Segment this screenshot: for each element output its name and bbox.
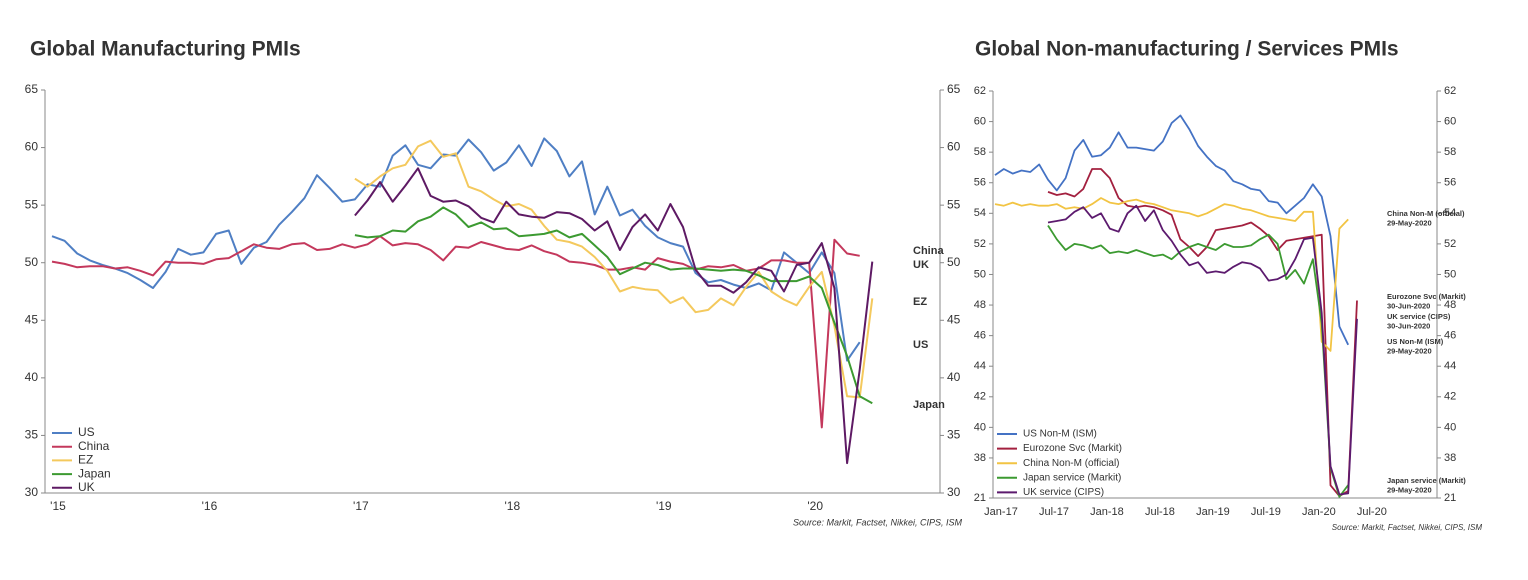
series-line — [354, 167, 874, 465]
series-line — [354, 206, 873, 405]
legend-label: Eurozone Svc (Markit) — [1023, 443, 1122, 454]
x-tick-label: Jul-17 — [1039, 506, 1069, 518]
series-line — [994, 114, 1350, 346]
y-tick-label: 58 — [974, 146, 986, 158]
end-date: 30-Jun-2020 — [1387, 302, 1430, 311]
y2-tick-label: 55 — [947, 197, 961, 211]
y2-tick-label: 48 — [1444, 299, 1456, 311]
y-tick-label: 55 — [25, 197, 39, 211]
y-tick-label: 56 — [974, 177, 986, 189]
end-date: 30-Jun-2020 — [1387, 322, 1430, 331]
y2-tick-label: 40 — [1444, 421, 1456, 433]
legend-label: China Non-M (official) — [1023, 458, 1120, 469]
x-tick-label: '15 — [50, 499, 66, 513]
legend-label: US — [78, 425, 95, 439]
y2-tick-label: 60 — [1444, 115, 1456, 127]
y2-tick-label: 45 — [947, 312, 961, 326]
legend-label: UK — [78, 480, 95, 494]
source-note: Source: Markit, Factset, Nikkei, CIPS, I… — [1332, 523, 1483, 532]
x-tick-label: Jan-20 — [1302, 506, 1336, 518]
y2-tick-label: 44 — [1444, 360, 1456, 372]
end-label: Japan — [913, 399, 945, 411]
y-tick-label: 30 — [25, 485, 39, 499]
x-tick-label: Jan-17 — [984, 506, 1018, 518]
legend-label: Japan — [78, 466, 111, 480]
y-tick-label: 50 — [974, 268, 986, 280]
x-tick-label: Jan-18 — [1090, 506, 1124, 518]
end-label: Japan service (Markit) — [1387, 476, 1466, 485]
x-tick-label: Jul-20 — [1357, 506, 1387, 518]
legend-label: China — [78, 439, 110, 453]
legend-label: EZ — [78, 453, 93, 467]
y2-tick-label: 40 — [947, 370, 961, 384]
x-tick-label: '20 — [807, 499, 823, 513]
y2-tick-label: 58 — [1444, 146, 1456, 158]
y-tick-label: 46 — [974, 330, 986, 342]
end-label: EZ — [913, 296, 927, 308]
y2-tick-label: 56 — [1444, 177, 1456, 189]
y-tick-label: 45 — [25, 312, 39, 326]
x-tick-label: '19 — [656, 499, 672, 513]
y-tick-label: 65 — [25, 82, 39, 96]
y-tick-label: 60 — [25, 140, 39, 154]
series-line — [994, 197, 1349, 352]
x-tick-label: '16 — [202, 499, 218, 513]
x-tick-label: Jul-18 — [1145, 506, 1175, 518]
y-tick-label: 54 — [974, 207, 986, 219]
y-tick-label: 60 — [974, 115, 986, 127]
end-date: 29-May-2020 — [1387, 486, 1432, 495]
legend-label: Japan service (Markit) — [1023, 472, 1121, 483]
y2-tick-label: 52 — [1444, 238, 1456, 250]
y2-tick-label: 60 — [947, 140, 961, 154]
y2-tick-label: 62 — [1444, 85, 1456, 97]
end-label: UK service (CIPS) — [1387, 312, 1451, 321]
y2-tick-label: 42 — [1444, 391, 1456, 403]
series-line — [1047, 204, 1358, 496]
series-line — [354, 139, 874, 399]
y-tick-label: 40 — [974, 421, 986, 433]
y2-tick-label: 65 — [947, 82, 961, 96]
series-line — [51, 235, 860, 429]
y2-tick-label: 30 — [947, 485, 961, 499]
end-date: 29-May-2020 — [1387, 347, 1432, 356]
y-tick-label: 52 — [974, 238, 986, 250]
x-tick-label: Jan-19 — [1196, 506, 1230, 518]
end-label: US — [913, 339, 928, 351]
y-tick-label: 50 — [25, 255, 39, 269]
end-date: 29-May-2020 — [1387, 219, 1432, 228]
y-tick-label: 38 — [974, 452, 986, 464]
end-label: China — [913, 245, 944, 257]
y-tick-label: 40 — [25, 370, 39, 384]
x-tick-label: '17 — [353, 499, 369, 513]
source-note: Source: Markit, Factset, Nikkei, CIPS, I… — [793, 517, 963, 527]
end-label: Eurozone Svc (Markit) — [1387, 292, 1466, 301]
end-label: UK — [913, 259, 929, 271]
legend-label: UK service (CIPS) — [1023, 487, 1104, 498]
chart-title: Global Manufacturing PMIs — [30, 38, 301, 61]
y-tick-label: 62 — [974, 85, 986, 97]
chart-title: Global Non-manufacturing / Services PMIs — [975, 38, 1399, 61]
x-tick-label: Jul-19 — [1251, 506, 1281, 518]
y-tick-label: 44 — [974, 360, 986, 372]
series-line — [1047, 225, 1349, 498]
y-tick-label: 42 — [974, 391, 986, 403]
y-tick-label: 35 — [25, 428, 39, 442]
y2-tick-label: 35 — [947, 428, 961, 442]
y-tick-label: 48 — [974, 299, 986, 311]
legend-label: US Non-M (ISM) — [1023, 429, 1097, 440]
end-label: China Non-M (official) — [1387, 209, 1465, 218]
series-line — [1047, 168, 1358, 497]
y2-tick-label: 50 — [1444, 268, 1456, 280]
y2-tick-label: 54 — [1444, 207, 1456, 219]
end-label: US Non-M (ISM) — [1387, 337, 1444, 346]
y2-tick-label: 50 — [947, 255, 961, 269]
y-tick-label: 21 — [974, 492, 986, 504]
x-tick-label: '18 — [504, 499, 520, 513]
y2-tick-label: 46 — [1444, 330, 1456, 342]
y2-tick-label: 21 — [1444, 492, 1456, 504]
y2-tick-label: 38 — [1444, 452, 1456, 464]
